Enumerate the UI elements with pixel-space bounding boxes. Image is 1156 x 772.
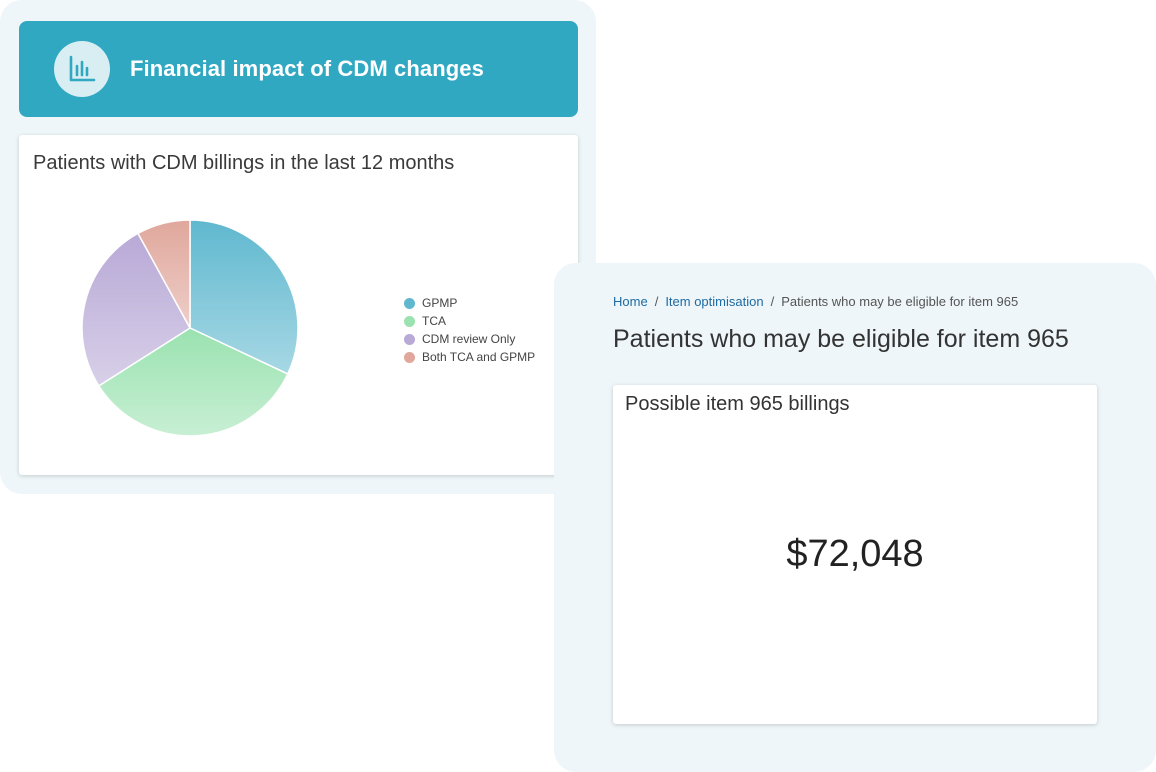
legend-label: CDM review Only bbox=[422, 332, 516, 346]
breadcrumb-separator: / bbox=[770, 294, 775, 309]
item-965-panel: Home / Item optimisation / Patients who … bbox=[554, 263, 1156, 772]
banner-title: Financial impact of CDM changes bbox=[130, 56, 484, 81]
legend-label: Both TCA and GPMP bbox=[422, 350, 536, 364]
pie-slice-cdm-review-only[interactable] bbox=[81, 232, 191, 387]
pie-chart bbox=[81, 219, 299, 437]
page-title: Patients who may be eligible for item 96… bbox=[613, 325, 1069, 353]
possible-billings-value: $72,048 bbox=[786, 533, 924, 575]
pie-slice-gpmp[interactable] bbox=[189, 219, 299, 375]
breadcrumb-item-optimisation-link[interactable]: Item optimisation bbox=[665, 294, 764, 309]
legend-swatch bbox=[404, 297, 415, 309]
legend-item[interactable]: TCA bbox=[404, 312, 535, 330]
financial-impact-banner: Financial impact of CDM changes bbox=[19, 21, 578, 117]
breadcrumb-separator: / bbox=[654, 294, 659, 309]
breadcrumb-current: Patients who may be eligible for item 96… bbox=[781, 294, 1019, 309]
financial-impact-panel: Financial impact of CDM changes Patients… bbox=[0, 0, 596, 494]
pie-chart-card: Patients with CDM billings in the last 1… bbox=[19, 135, 578, 475]
legend-swatch bbox=[404, 351, 415, 363]
possible-billings-title: Possible item 965 billings bbox=[625, 393, 850, 415]
bar-chart-icon bbox=[54, 41, 110, 97]
legend-swatch bbox=[404, 333, 415, 345]
legend-swatch bbox=[404, 315, 415, 327]
pie-chart-title: Patients with CDM billings in the last 1… bbox=[33, 152, 455, 174]
legend-item[interactable]: CDM review Only bbox=[404, 330, 535, 348]
pie-slice-both-tca-and-gpmp[interactable] bbox=[136, 219, 191, 329]
possible-billings-card: Possible item 965 billings $72,048 bbox=[613, 385, 1097, 724]
breadcrumb-home-link[interactable]: Home bbox=[613, 294, 648, 309]
legend-item[interactable]: GPMP bbox=[404, 294, 535, 312]
legend-label: TCA bbox=[422, 314, 446, 328]
legend-label: GPMP bbox=[422, 296, 458, 310]
chart-legend: GPMP TCA CDM review Only Both TCA and GPMP bbox=[404, 294, 535, 366]
pie-slice-tca[interactable] bbox=[97, 327, 289, 437]
breadcrumb: Home / Item optimisation / Patients who … bbox=[613, 294, 1018, 309]
legend-item[interactable]: Both TCA and GPMP bbox=[404, 348, 535, 366]
